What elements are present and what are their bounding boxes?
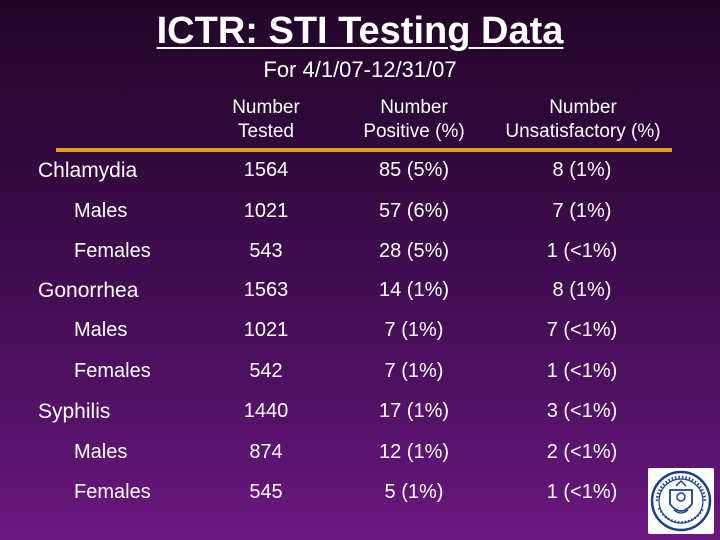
cell-positive: 7 (1%) (384, 319, 444, 341)
cell-unsatisfactory: 1 (<1%) (546, 240, 618, 262)
header-line: Unsatisfactory (%) (505, 121, 661, 142)
cell-tested: 874 (249, 441, 283, 463)
row-label: Males (74, 441, 128, 463)
cell-tested: 543 (249, 240, 283, 262)
row-label: Chlamydia (38, 159, 138, 182)
cell-unsatisfactory: 8 (1%) (552, 279, 612, 301)
row-label: Females (74, 360, 151, 382)
cell-tested: 1021 (243, 319, 289, 341)
header-number-unsatisfactory: Number Unsatisfactory (%) (488, 96, 678, 144)
header-line: Positive (%) (363, 121, 465, 142)
slide-subtitle: For 4/1/07-12/31/07 (263, 57, 457, 82)
cell-positive: 12 (1%) (378, 441, 450, 463)
header-number-positive: Number Positive (%) (344, 96, 484, 144)
cell-tested: 1563 (243, 279, 289, 301)
header-line: Number (380, 97, 448, 118)
cell-tested: 542 (249, 360, 283, 382)
header-line: Number (549, 97, 617, 118)
header-divider (56, 148, 672, 152)
cell-positive: 17 (1%) (378, 400, 450, 422)
cell-tested: 1564 (243, 159, 289, 181)
cell-positive: 57 (6%) (378, 200, 450, 222)
cell-positive: 85 (5%) (378, 159, 450, 181)
cell-positive: 7 (1%) (384, 360, 444, 382)
cell-positive: 28 (5%) (378, 240, 450, 262)
cell-tested: 545 (249, 481, 283, 503)
row-label: Males (74, 319, 128, 341)
cell-unsatisfactory: 2 (<1%) (546, 441, 618, 463)
row-label: Gonorrhea (38, 279, 139, 302)
cell-unsatisfactory: 7 (1%) (552, 200, 612, 222)
cell-tested: 1440 (243, 400, 289, 422)
cell-unsatisfactory: 8 (1%) (552, 159, 612, 181)
cell-positive: 5 (1%) (384, 481, 444, 503)
row-label: Syphilis (38, 400, 111, 423)
cell-unsatisfactory: 1 (<1%) (546, 481, 618, 503)
slide-title: ICTR: STI Testing Data (156, 10, 564, 52)
cell-unsatisfactory: 1 (<1%) (546, 360, 618, 382)
cell-positive: 14 (1%) (378, 279, 450, 301)
row-label: Males (74, 200, 128, 222)
header-line: Number (232, 97, 300, 118)
cell-unsatisfactory: 7 (<1%) (546, 319, 618, 341)
row-label: Females (74, 240, 151, 262)
header-number-tested: Number Tested (206, 96, 326, 144)
header-line: Tested (238, 121, 294, 142)
university-seal-icon (648, 468, 714, 534)
cell-tested: 1021 (243, 200, 289, 222)
cell-unsatisfactory: 3 (<1%) (546, 400, 618, 422)
row-label: Females (74, 481, 151, 503)
